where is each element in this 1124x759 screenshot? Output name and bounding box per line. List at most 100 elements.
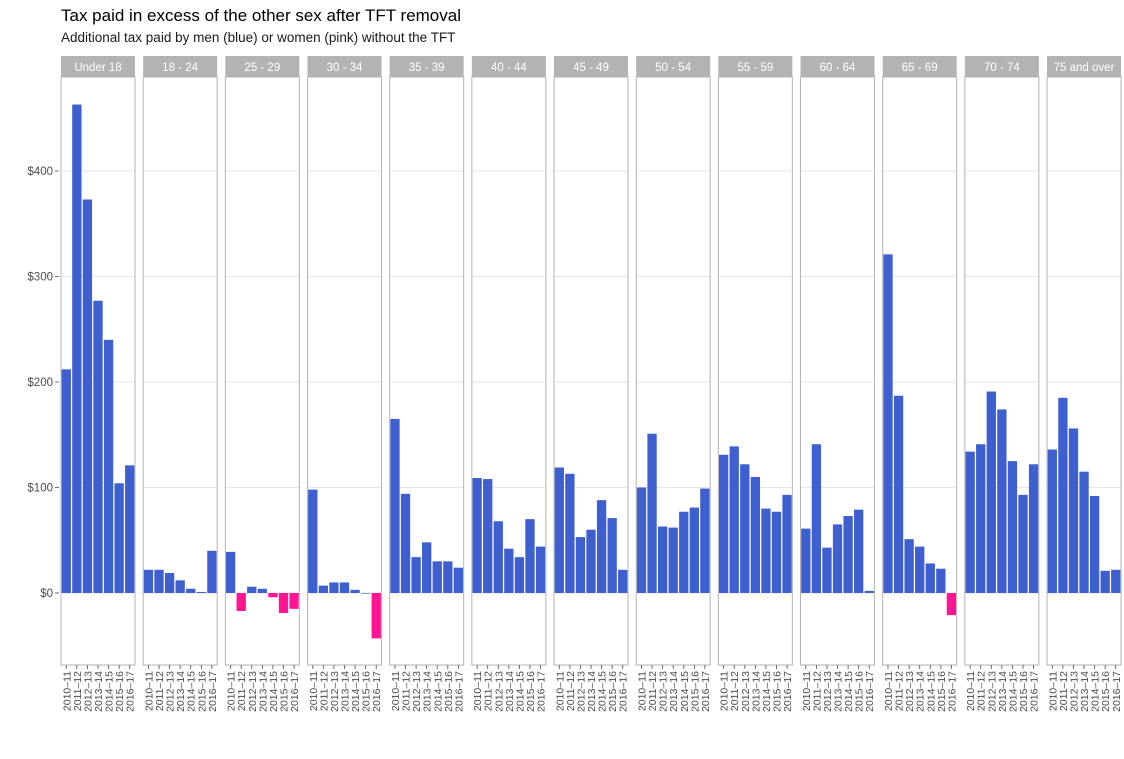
x-tick-label: 2010–11 bbox=[1047, 671, 1059, 711]
bar bbox=[535, 546, 546, 593]
x-tick-label: 2016–17 bbox=[371, 671, 383, 712]
x-tick-label: 2016–17 bbox=[536, 671, 548, 712]
x-tick-label: 2015–16 bbox=[772, 671, 784, 712]
x-tick-label: 2015–16 bbox=[443, 671, 455, 712]
bar bbox=[1047, 449, 1057, 593]
chart-subtitle: Additional tax paid by men (blue) or wom… bbox=[61, 30, 456, 45]
x-tick-label: 2015–16 bbox=[854, 671, 866, 712]
facet-strip-label: Under 18 bbox=[74, 62, 121, 74]
bar bbox=[883, 254, 893, 593]
bar bbox=[411, 557, 421, 593]
bar bbox=[390, 418, 400, 593]
x-tick-label: 2011–12 bbox=[976, 671, 988, 711]
x-tick-label: 2010–11 bbox=[965, 671, 977, 711]
x-tick-label: 2012–13 bbox=[904, 671, 916, 712]
bar bbox=[361, 593, 371, 594]
bar bbox=[718, 454, 729, 593]
x-tick-label: 2013–14 bbox=[93, 671, 105, 712]
bar bbox=[114, 483, 124, 593]
x-tick-label: 2015–16 bbox=[689, 671, 701, 712]
bar bbox=[278, 593, 289, 614]
bar bbox=[453, 567, 464, 593]
facet-strip-label: 35 - 39 bbox=[409, 62, 445, 74]
facet-strip bbox=[882, 56, 957, 77]
x-tick-label: 2011–12 bbox=[72, 671, 84, 711]
x-tick-label: 2014–15 bbox=[679, 671, 691, 712]
bar bbox=[854, 509, 864, 593]
chart-title: Tax paid in excess of the other sex afte… bbox=[61, 6, 461, 25]
facet-strip-label: 40 - 44 bbox=[491, 62, 527, 74]
x-tick-label: 2010–11 bbox=[801, 671, 813, 711]
bar bbox=[822, 547, 832, 593]
bar bbox=[893, 395, 904, 593]
bar bbox=[247, 586, 257, 593]
x-tick-label: 2014–15 bbox=[1007, 671, 1019, 712]
x-tick-label: 2014–15 bbox=[1090, 671, 1102, 712]
x-tick-label: 2012–13 bbox=[411, 671, 423, 712]
x-tick-label: 2014–15 bbox=[597, 671, 609, 712]
bar bbox=[915, 546, 925, 593]
x-tick-label: 2015–16 bbox=[361, 671, 373, 712]
x-tick-label: 2011–12 bbox=[401, 671, 413, 711]
facet-strip-label: 75 and over bbox=[1054, 62, 1115, 74]
bar bbox=[586, 529, 596, 593]
bar bbox=[782, 494, 792, 593]
bar bbox=[1068, 428, 1079, 593]
y-tick-label: $200 bbox=[27, 377, 53, 389]
x-tick-label: 2012–13 bbox=[740, 671, 752, 712]
bar bbox=[143, 569, 154, 593]
bar bbox=[504, 548, 514, 593]
x-tick-label: 2016–17 bbox=[700, 671, 712, 712]
bar bbox=[771, 511, 782, 593]
x-tick-label: 2012–13 bbox=[247, 671, 259, 712]
bar bbox=[607, 518, 617, 593]
x-tick-label: 2016–17 bbox=[453, 671, 465, 712]
bar bbox=[618, 569, 628, 593]
bar bbox=[329, 582, 339, 593]
facet-strip bbox=[636, 56, 711, 77]
bar bbox=[565, 473, 575, 593]
x-tick-label: 2014–15 bbox=[104, 671, 116, 712]
facet-strip bbox=[471, 56, 546, 77]
x-tick-label: 2012–13 bbox=[329, 671, 341, 712]
bar bbox=[1100, 570, 1110, 593]
bar bbox=[207, 550, 217, 593]
facet-strip bbox=[143, 56, 218, 77]
bar bbox=[493, 521, 503, 593]
bar bbox=[443, 561, 453, 593]
bar bbox=[125, 465, 135, 593]
x-tick-label: 2015–16 bbox=[278, 671, 290, 712]
facet-strip bbox=[61, 56, 135, 77]
x-tick-label: 2015–16 bbox=[1100, 671, 1112, 712]
x-tick-label: 2010–11 bbox=[472, 671, 484, 711]
x-tick-label: 2013–14 bbox=[504, 671, 516, 712]
x-tick-label: 2011–12 bbox=[729, 671, 741, 711]
bar bbox=[668, 527, 678, 593]
bar bbox=[472, 478, 482, 593]
bar bbox=[965, 451, 975, 593]
bar bbox=[525, 519, 535, 593]
panel-background bbox=[307, 77, 382, 665]
x-tick-label: 2010–11 bbox=[554, 671, 566, 711]
x-tick-label: 2012–13 bbox=[658, 671, 670, 712]
x-tick-label: 2016–17 bbox=[289, 671, 301, 712]
x-tick-label: 2013–14 bbox=[1079, 671, 1091, 712]
x-tick-label: 2011–12 bbox=[483, 671, 495, 711]
x-tick-label: 2014–15 bbox=[432, 671, 444, 712]
x-tick-label: 2011–12 bbox=[154, 671, 166, 711]
bar bbox=[729, 446, 739, 593]
facet-strip bbox=[800, 56, 875, 77]
bar bbox=[371, 593, 381, 639]
bar bbox=[946, 593, 957, 616]
x-tick-label: 2013–14 bbox=[257, 671, 269, 712]
bar bbox=[647, 433, 657, 593]
x-tick-label: 2016–17 bbox=[946, 671, 958, 712]
x-tick-label: 2014–15 bbox=[843, 671, 855, 712]
x-tick-label: 2011–12 bbox=[811, 671, 823, 711]
bar bbox=[236, 593, 246, 611]
bar bbox=[679, 511, 689, 593]
facet-strip-label: 50 - 54 bbox=[655, 62, 691, 74]
x-tick-label: 2011–12 bbox=[647, 671, 659, 711]
bar bbox=[1079, 471, 1089, 593]
